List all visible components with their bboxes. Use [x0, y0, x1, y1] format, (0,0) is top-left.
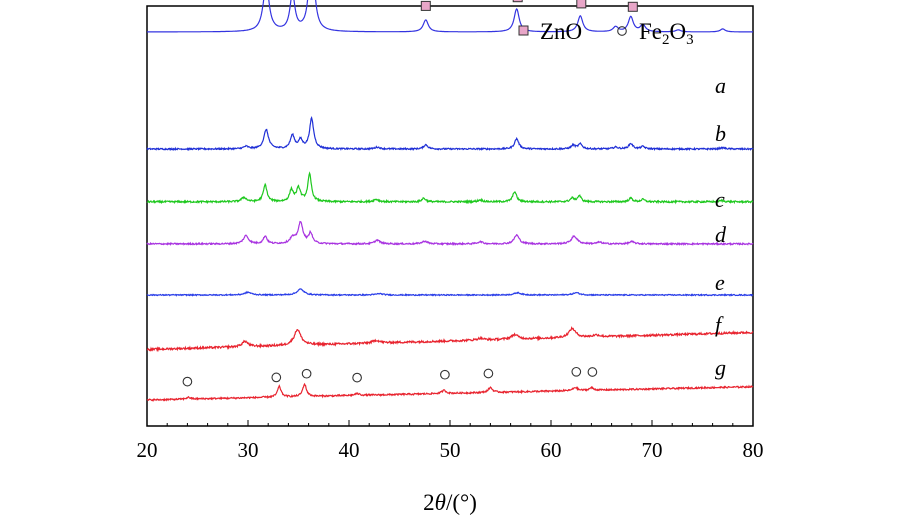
fe2o3-marker	[271, 372, 282, 383]
series-f-line	[146, 326, 754, 353]
fe2o3-marker	[440, 369, 450, 380]
x-tick-label: 30	[238, 438, 259, 462]
series-e-line	[146, 288, 754, 297]
zno-marker	[420, 0, 431, 11]
zno-marker	[627, 1, 638, 12]
series-c-line	[146, 171, 754, 205]
legend-fe2o3-sub1: 2	[662, 32, 670, 48]
curve-label-e: e	[715, 270, 725, 295]
x-tick-label: 40	[339, 438, 360, 462]
x-tick-label: 20	[137, 438, 158, 462]
x-tick-label: 70	[642, 438, 663, 462]
series-a-line	[147, 0, 753, 33]
zno-marker	[576, 0, 587, 9]
x-tick-label: 60	[541, 438, 562, 462]
legend: ZnO Fe2O3	[518, 19, 694, 48]
x-axis-title-unit: /(°)	[446, 490, 477, 515]
curve-label-c: c	[715, 187, 725, 212]
fe2o3-marker	[301, 368, 312, 379]
x-axis-title-theta: θ	[435, 490, 446, 515]
plot-frame	[146, 5, 754, 427]
curve-label-g: g	[715, 355, 726, 380]
x-axis: 20 30 40 50 60 70 80	[137, 420, 764, 462]
curve-label-f: f	[715, 312, 724, 337]
series-g-line	[146, 382, 754, 402]
legend-fe2o3-marker	[617, 26, 627, 36]
curve-label-a: a	[715, 73, 726, 98]
legend-fe2o3-mid: O	[670, 19, 687, 44]
series-d-line	[146, 220, 754, 247]
legend-fe2o3-sub2: 3	[686, 32, 694, 48]
legend-fe2o3-label: Fe2O3	[639, 19, 694, 48]
zno-marker	[512, 0, 523, 3]
x-tick-label: 80	[743, 438, 764, 462]
series-b-line	[146, 115, 754, 152]
x-axis-title-var: 2	[423, 490, 435, 515]
fe2o3-marker	[587, 367, 598, 377]
legend-fe2o3-base: Fe	[639, 19, 662, 44]
fe2o3-marker	[571, 366, 582, 377]
curve-label-b: b	[715, 121, 726, 146]
legend-zno-label: ZnO	[540, 19, 582, 44]
legend-zno-marker	[518, 25, 529, 36]
x-tick-label: 50	[440, 438, 461, 462]
curve-label-d: d	[715, 222, 727, 247]
fe2o3-marker	[483, 368, 494, 379]
curves	[146, 0, 754, 402]
fe2o3-marker	[182, 376, 193, 387]
phase-markers	[182, 0, 638, 387]
fe2o3-marker	[352, 372, 362, 383]
x-axis-title: 2θ/(°)	[423, 490, 477, 515]
